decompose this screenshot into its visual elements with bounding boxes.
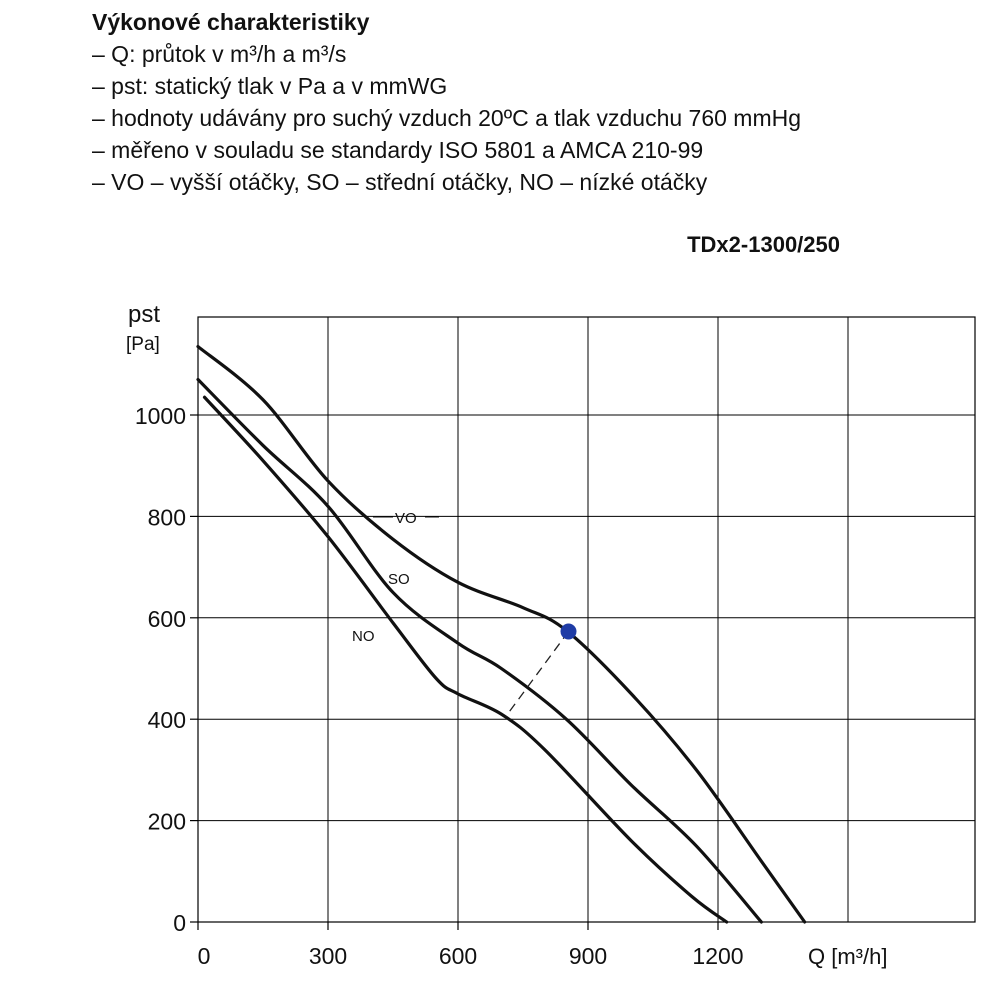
info-list: – Q: průtok v m³/h a m³/s – pst: statick… [92, 38, 801, 198]
series-label-vo: VO [395, 510, 417, 527]
x-tick-label: 0 [198, 943, 211, 969]
y-axis-label: pst [128, 301, 160, 328]
y-tick-label: 200 [148, 809, 186, 835]
y-tick-label: 0 [173, 910, 186, 936]
info-item: – hodnoty udávány pro suchý vzduch 20ºC … [92, 105, 802, 131]
y-axis-unit: [Pa] [126, 334, 160, 355]
info-item: – Q: průtok v m³/h a m³/s [92, 41, 347, 67]
y-tick-label: 800 [148, 504, 186, 530]
speed-connector-dashed [505, 631, 570, 718]
series-line-no [202, 395, 729, 924]
series-line-vo [196, 344, 807, 924]
info-item: – měřeno v souladu se standardy ISO 5801… [92, 137, 704, 163]
x-tick-label: 300 [309, 943, 347, 969]
operating-point [560, 623, 577, 640]
y-tick-label: 600 [148, 606, 186, 632]
series-label-no: NO [352, 628, 375, 645]
info-item: – VO – vyšší otáčky, SO – střední otáčky… [92, 169, 708, 195]
plot-frame [197, 316, 976, 923]
model-name: TDx2-1300/250 [687, 232, 840, 257]
info-item: – pst: statický tlak v Pa a v mmWG [92, 73, 448, 99]
series-line-so [196, 377, 763, 924]
y-tick-label: 400 [148, 707, 186, 733]
section-title: Výkonové charakteristiky [92, 9, 370, 35]
x-tick-label: 600 [439, 943, 477, 969]
y-tick-label: 1000 [135, 403, 186, 429]
x-axis-label: Q [m³/h] [808, 944, 887, 969]
header: Výkonové charakteristiky – Q: průtok v m… [92, 6, 801, 198]
x-tick-label: 1200 [692, 943, 743, 969]
series-label-so: SO [388, 571, 410, 588]
x-tick-label: 900 [569, 943, 607, 969]
